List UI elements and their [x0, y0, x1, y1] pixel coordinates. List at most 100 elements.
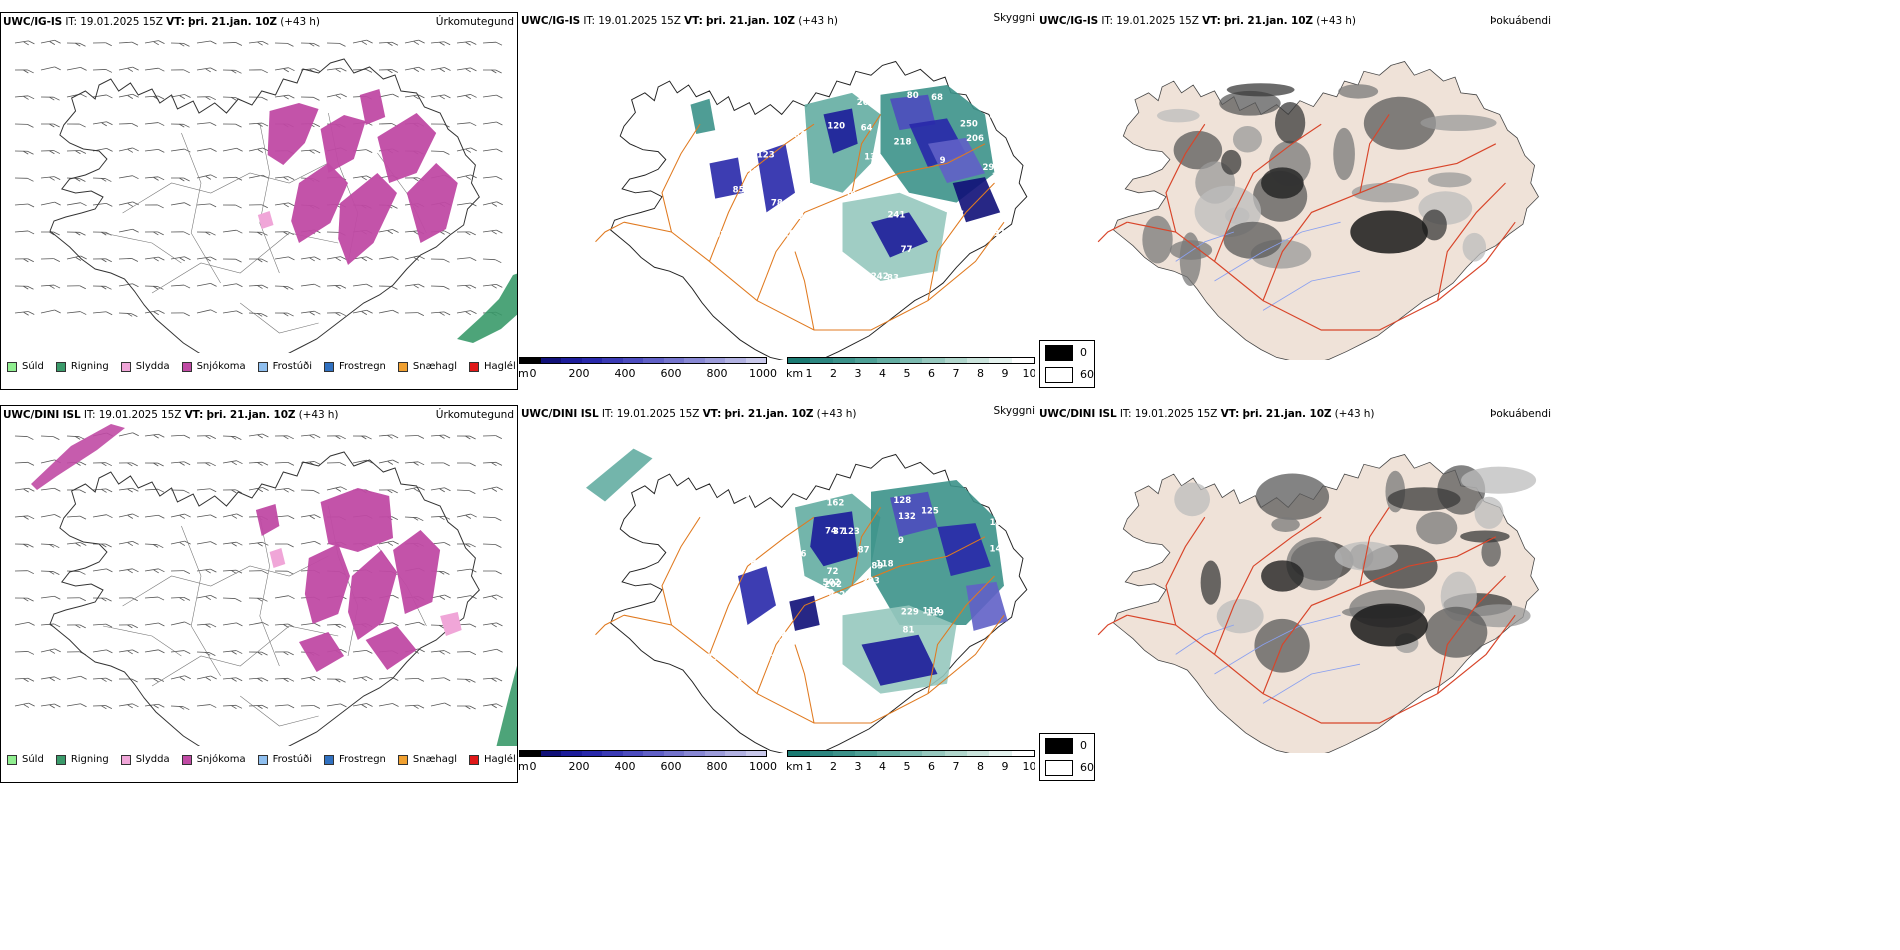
station-value-label: 208: [738, 491, 756, 501]
station-value-label: 74: [707, 662, 719, 672]
fog-index-legend: 0 60: [1039, 733, 1095, 781]
legend-swatch: [257, 754, 268, 765]
colorbar-tick: 4: [879, 760, 886, 773]
station-value-label: 74: [755, 270, 767, 280]
station-value-label: 250: [960, 119, 978, 129]
lead-time: (+43 h): [280, 16, 320, 28]
legend-label: Slydda: [135, 754, 170, 765]
map-panel-precip-row-1: UWC/DINI ISL IT: 19.01.2025 15Z VT: þri.…: [0, 405, 518, 783]
station-value-label: 15: [823, 645, 835, 655]
precip-type-legend: Súld Rigning Slydda Snjókoma Frostúði Frostre…: [7, 361, 517, 372]
panel-title: Skyggni: [993, 405, 1036, 417]
map-fog: [1097, 61, 1539, 360]
ceiling-colorbar: m 0 200 400 600 800 1000: [519, 357, 777, 385]
colorbar-tick: 7: [952, 760, 960, 773]
station-value-label: 71: [701, 138, 713, 148]
model-name: UWC/IG-IS: [521, 15, 581, 27]
colorbar-tick: 5: [903, 760, 911, 773]
map-ceiling: 2311122022989221281231322032086018310512…: [586, 448, 1028, 753]
model-name: UWC/DINI ISL: [1039, 408, 1117, 420]
station-value-label: 202: [824, 580, 842, 590]
panel-title: Úrkomutegund: [435, 409, 514, 421]
station-value-label: 229: [901, 607, 919, 617]
colorbar-tick: 8: [977, 760, 984, 773]
station-value-label: 5: [945, 205, 951, 215]
station-value-label: 29: [706, 653, 718, 663]
station-value-label: 87: [858, 545, 870, 555]
legend-swatch: [257, 361, 268, 372]
lead-time: (+43 h): [1334, 408, 1375, 420]
station-value-label: 105: [990, 518, 1008, 528]
station-value-label: 502: [823, 578, 841, 588]
station-value-label: 123: [757, 150, 775, 160]
legend-swatch: [55, 361, 66, 372]
legend-label: Haglél: [484, 754, 516, 765]
panel-header: UWC/IG-IS IT: 19.01.2025 15Z VT: þri. 21…: [521, 15, 838, 27]
station-value-label: 82: [984, 266, 996, 276]
colorbar-strip: [787, 750, 1035, 757]
colorbar-tick: 3: [854, 367, 862, 380]
model-name: UWC/IG-IS: [1039, 15, 1099, 27]
station-value-label: 9: [898, 536, 904, 546]
legend-label: Snjókoma: [196, 754, 246, 765]
model-name: UWC/DINI ISL: [3, 409, 81, 421]
colorbar-strip: [787, 357, 1035, 364]
legend-swatch: [181, 754, 192, 765]
colorbar-tick: 600: [660, 760, 682, 773]
legend-label: Snjókoma: [196, 361, 246, 372]
station-value-label: 77: [988, 110, 1000, 120]
init-time: 19.01.2025 15Z: [1116, 15, 1199, 27]
valid-time-label: VT:: [166, 16, 185, 28]
legend-item: Slydda: [120, 754, 170, 765]
station-value-label: 592: [725, 525, 743, 535]
valid-time-label: VT:: [684, 15, 703, 27]
legend-item: Súld: [7, 754, 44, 765]
fog-legend-value: 0: [1080, 346, 1087, 359]
station-value-label: 83: [887, 273, 899, 283]
colorbar-tick: 4: [879, 367, 886, 380]
legend-swatch: [397, 361, 408, 372]
fog-legend-value: 60: [1080, 761, 1094, 774]
station-value-label: 114: [922, 606, 940, 616]
valid-time-label: VT:: [702, 408, 722, 420]
map-panel-ceiling-row-0: 184 297 218 100 91 131 284 80 196 250 123 17 9 101 97 5…: [519, 12, 1035, 390]
station-value-label: 128: [893, 496, 911, 506]
station-value-label: 22: [773, 634, 785, 644]
colorbar-tick: 10: [1022, 367, 1036, 380]
legend-swatch: [324, 361, 334, 372]
station-value-label: 131: [988, 229, 1006, 239]
valid-time: þri. 21.jan. 10Z: [705, 15, 795, 27]
legend-swatch: [397, 754, 408, 765]
fog-legend-value: 0: [1080, 739, 1087, 752]
legend-swatch: [7, 754, 17, 765]
station-value-label: 120: [827, 121, 845, 131]
station-value-label: 196: [971, 231, 989, 241]
legend-item: Slydda: [120, 361, 170, 372]
legend-label: Haglél: [484, 361, 516, 372]
map-panel-ceiling-row-1: 231 112 202 29 89 22 128 123 132 203 208 60 183 105 12…: [519, 405, 1035, 783]
station-value-label: 184: [788, 130, 806, 140]
colorbar-tick: 7: [952, 367, 960, 380]
colorbar-tick: 8: [977, 367, 984, 380]
station-value-label: 146: [990, 544, 1008, 554]
valid-time: þri. 21.jan. 10Z: [1223, 15, 1313, 27]
station-value-label: 100: [992, 172, 1010, 182]
station-value-label: 72: [827, 567, 839, 577]
station-value-label: 12: [767, 668, 779, 678]
station-value-label: 9: [940, 156, 946, 166]
station-value-label: 132: [898, 512, 916, 522]
precip-type-legend: Súld Rigning Slydda Snjókoma Frostúði Frostre…: [7, 754, 517, 765]
station-value-label: 81: [903, 625, 915, 635]
station-value-label: 77: [901, 245, 913, 255]
station-value-label: 119: [926, 609, 944, 619]
colorbar-unit: m: [519, 367, 529, 380]
station-value-label: 129: [816, 589, 834, 599]
legend-item: Rigning: [55, 754, 109, 765]
station-value-label: 284: [798, 212, 816, 222]
station-value-label: 206: [966, 134, 984, 144]
lead-time: (+43 h): [1316, 15, 1356, 27]
colorbar-tick: 6: [928, 760, 935, 773]
init-time: 19.01.2025 15Z: [598, 15, 681, 27]
map-fog: [1097, 454, 1539, 753]
lead-time: (+43 h): [816, 408, 857, 420]
